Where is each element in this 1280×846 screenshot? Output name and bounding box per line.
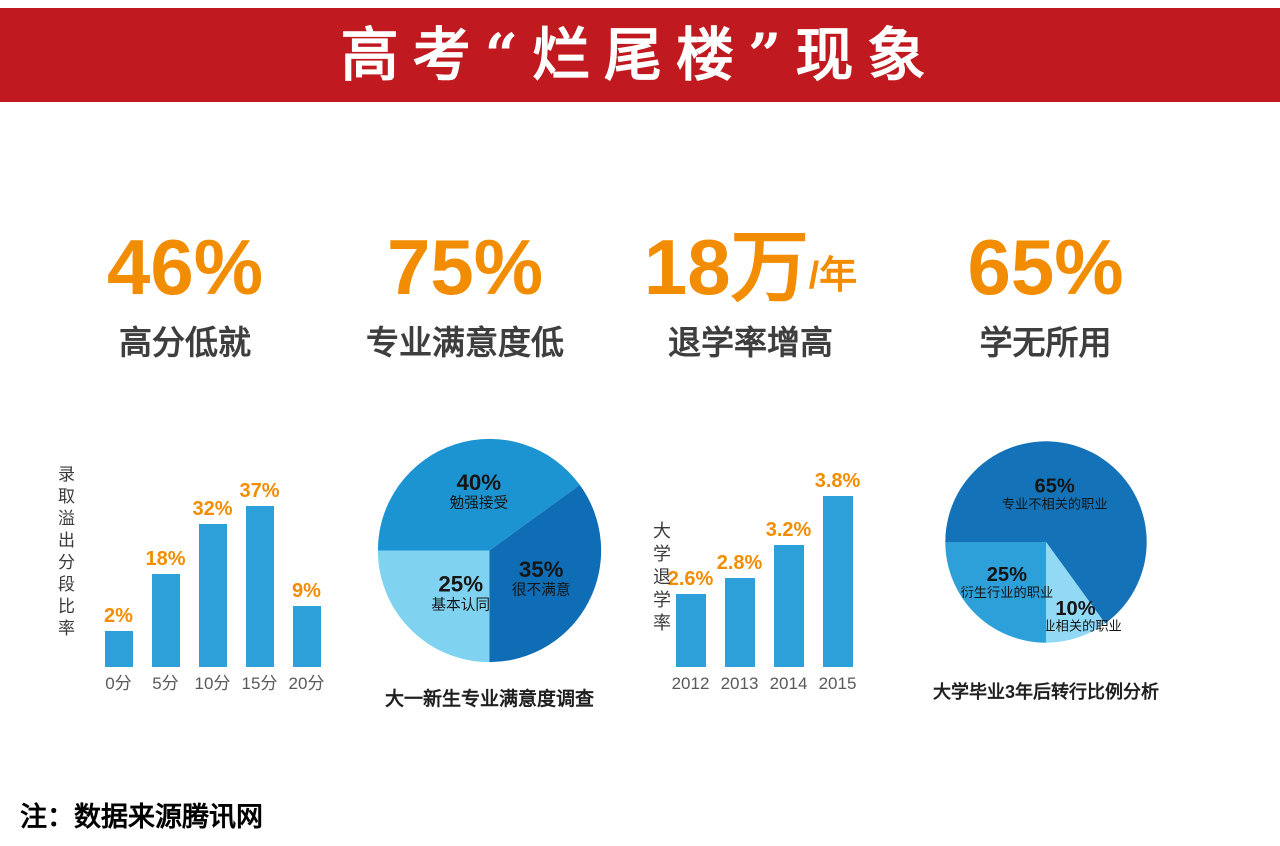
pie-chart-career-change: 65% 专业不相关的职业 10% 专业相关的职业 25% 衍生行业的职业 大学毕业3年后转…	[933, 436, 1159, 704]
pie-svg: 40%勉强接受 35%很不满意 25%基本认同	[377, 438, 602, 663]
stat-number: 65%	[967, 223, 1124, 311]
bar-value-label: 2.6%	[667, 568, 714, 590]
bar-group: 2.8% 2013	[715, 469, 764, 694]
bar-chart-admission-overflow: 录取溢出分段比率 2% 0分 18% 5分 32% 10分 37% 15分 9% 20分	[55, 465, 330, 694]
bar-category-label: 2015	[818, 674, 857, 693]
bar	[151, 574, 180, 667]
stat-high-score-low-placement: 46% 高分低就	[70, 228, 300, 364]
pie-slice-25	[377, 550, 490, 663]
pie-slice-percent-label: 35%	[519, 557, 564, 582]
stat-value: 18万/年	[618, 228, 883, 306]
y-axis-label: 录取溢出分段比率	[55, 465, 74, 641]
bar-group: 32% 10分	[189, 479, 236, 694]
pie-slice-percent-label: 65%	[1035, 475, 1075, 497]
bar-category-label: 10分	[194, 674, 231, 693]
bar	[675, 594, 706, 667]
stat-number: 46%	[106, 223, 264, 311]
bar	[724, 578, 755, 667]
bar-category-label: 2014	[769, 674, 808, 693]
bar	[822, 496, 853, 667]
bar-category-label: 5分	[152, 674, 179, 693]
pie-slice-name-label: 很不满意	[512, 580, 571, 598]
bar-category-label: 15分	[241, 674, 278, 693]
pie-chart-major-satisfaction: 40% 勉强接受 35% 很不满意 25% 基本认同 大一新生专业满意度调查	[372, 433, 607, 711]
pie-slice-10	[1046, 542, 1106, 643]
pie-slice-percent-label: 25%	[438, 572, 483, 597]
bar-group: 2% 0分	[95, 479, 142, 694]
bar	[245, 506, 274, 667]
bar-value-label: 2.8%	[716, 552, 763, 574]
pie-slice-percent-label: 25%	[987, 564, 1027, 586]
stat-suffix: /年	[808, 255, 858, 297]
bar-value-label: 2%	[104, 605, 133, 627]
stat-value: 75%	[340, 228, 590, 306]
bar	[104, 631, 133, 667]
stat-label: 高分低就	[119, 324, 251, 361]
pie-slice-name-label: 专业不相关的职业	[1002, 496, 1108, 511]
stat-value: 65%	[928, 228, 1163, 306]
bar-value-label: 3.8%	[814, 470, 861, 492]
chart-title: 大一新生专业满意度调查	[384, 689, 594, 710]
stat-number: 18万	[643, 223, 809, 311]
bar	[292, 606, 321, 667]
stat-label: 专业满意度低	[366, 324, 564, 361]
bar-group: 18% 5分	[142, 479, 189, 694]
source-note: 注：数据来源腾讯网	[20, 802, 263, 832]
stat-label: 学无所用	[979, 324, 1112, 361]
stat-low-major-satisfaction: 75% 专业满意度低	[340, 228, 590, 364]
bar-group: 2.6% 2012	[666, 469, 715, 694]
bar-group: 3.2% 2014	[764, 469, 813, 694]
bar-category-label: 0分	[105, 674, 132, 693]
bar-chart-dropout-rate: 大学退学率 2.6% 2012 2.8% 2013 3.2% 2014 3.8% 2015	[651, 469, 862, 694]
bars-area: 2% 0分 18% 5分 32% 10分 37% 15分 9% 20分	[95, 479, 330, 694]
y-axis-label: 大学退学率	[651, 521, 671, 636]
stat-number: 75%	[386, 223, 544, 311]
bar	[198, 524, 227, 667]
bar-category-label: 20分	[288, 674, 325, 693]
bar-value-label: 9%	[292, 580, 321, 602]
stat-label: 退学率增高	[668, 324, 833, 361]
bar-category-label: 2013	[720, 674, 759, 693]
bar-group: 3.8% 2015	[813, 469, 862, 694]
bar-group: 37% 15分	[236, 479, 283, 694]
bar-value-label: 37%	[239, 480, 280, 502]
pie-slice-40	[377, 438, 580, 551]
page-title: 高考“烂尾楼”现象	[340, 21, 940, 89]
bar-value-label: 32%	[192, 498, 233, 520]
stat-learning-unused: 65% 学无所用	[928, 228, 1163, 364]
bar-value-label: 18%	[145, 548, 186, 570]
chart-title: 大学毕业3年后转行比例分析	[932, 682, 1159, 702]
bar-group: 9% 20分	[283, 479, 330, 694]
bar-category-label: 2012	[671, 674, 710, 693]
pie-slice-25	[945, 542, 1046, 643]
bars-area: 2.6% 2012 2.8% 2013 3.2% 2014 3.8% 2015	[666, 469, 862, 694]
pie-slice-percent-label: 40%	[456, 470, 501, 495]
title-banner: 高考“烂尾楼”现象	[0, 8, 1280, 102]
stat-value: 46%	[70, 228, 300, 306]
pie-slice-name-label: 衍生行业的职业	[961, 585, 1054, 600]
pie-slice-name-label: 勉强接受	[449, 495, 508, 512]
pie-slice-percent-label: 10%	[1055, 598, 1095, 620]
pie-slice-65	[945, 441, 1147, 624]
pie-slice-35	[489, 484, 602, 663]
pie-slice-name-label: 专业相关的职业	[1029, 619, 1122, 634]
bar	[773, 545, 804, 667]
stat-rising-dropout: 18万/年 退学率增高	[618, 228, 883, 364]
bar-value-label: 3.2%	[765, 519, 812, 541]
pie-slice-name-label: 基本认同	[431, 596, 490, 613]
pie-svg: 65%专业不相关的职业 10%专业相关的职业 25%衍生行业的职业	[945, 441, 1147, 643]
